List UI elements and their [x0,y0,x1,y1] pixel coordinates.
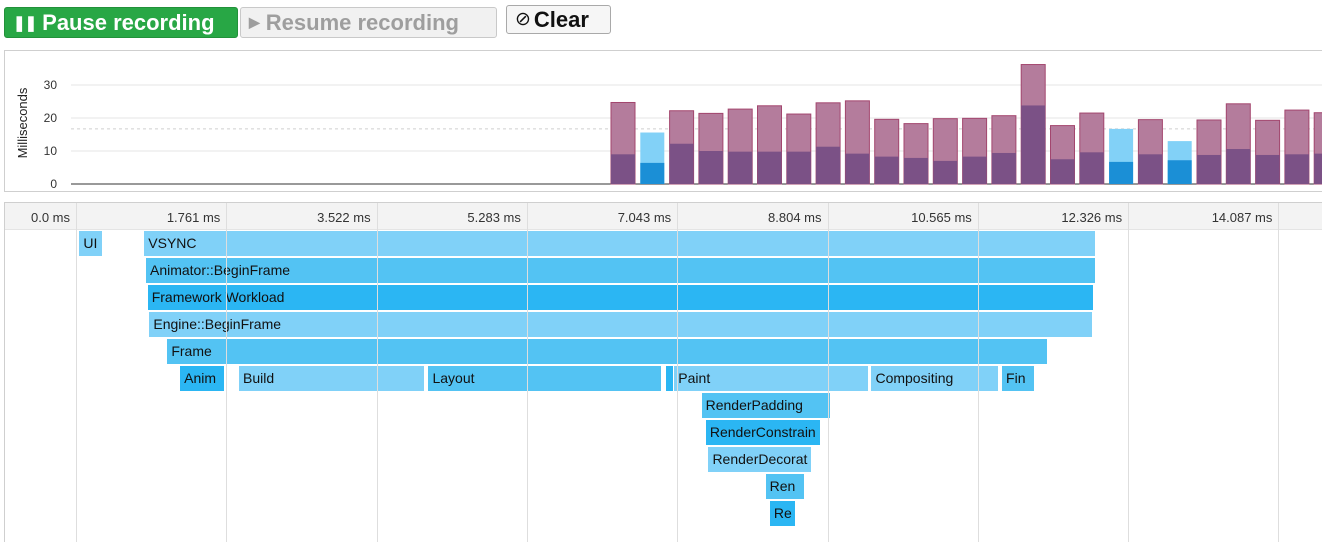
timeline-slice[interactable]: Paint [674,366,869,391]
timeline-slice[interactable]: Re [769,501,795,526]
frame-ui-bar[interactable] [1197,154,1221,184]
frame-ui-bar[interactable] [786,151,811,184]
frame-ui-bar[interactable] [1079,152,1104,184]
time-tick-label: 10.565 ms [911,210,972,225]
frame-ui-bar[interactable] [1226,149,1251,184]
frame-ui-bar[interactable] [962,156,987,184]
frame-ui-bar[interactable] [1284,154,1309,184]
timeline-slice[interactable]: Ren [765,474,805,499]
frame-ui-bar[interactable] [845,153,870,184]
timeline-slice[interactable]: RenderConstrain [705,420,821,445]
timeline-slice[interactable]: VSYNC [144,231,1096,256]
time-gridline [376,203,378,542]
frame-rendering-chart[interactable]: 0 10 20 30 Milliseconds [4,50,1322,192]
frame-ui-bar[interactable] [1021,105,1046,184]
y-tick-label: 10 [44,144,58,158]
time-tick-label: 12.326 ms [1061,210,1123,225]
time-gridline [977,203,979,542]
time-gridline [1128,203,1130,542]
time-tick-label: 1.761 ms [166,210,221,225]
clear-icon: ⊘ [515,9,531,30]
frame-ui-bar[interactable] [816,146,841,184]
time-gridline [1278,203,1280,542]
pause-icon: ❚❚ [13,14,37,32]
resume-recording-button[interactable]: ▶ Resume recording [240,7,497,38]
timeline-slice[interactable]: Engine::BeginFrame [149,312,1092,337]
timeline-slice[interactable]: Layout [428,366,662,391]
frame-chart-svg: 0 10 20 30 Milliseconds [15,64,1322,191]
play-icon: ▶ [249,14,260,30]
time-ruler: 0.0 ms 1.761 ms 3.522 ms 5.283 ms 7.043 ms 8.… [5,203,1322,230]
frame-bar[interactable] [1313,112,1322,185]
timeline-slice[interactable]: Anim [180,366,224,391]
frame-ui-bar[interactable] [874,156,899,184]
frame-ui-bar[interactable] [698,151,723,184]
pause-recording-button[interactable]: ❚❚ Pause recording [4,7,238,38]
frame-ui-bar[interactable] [933,160,958,184]
timeline-slice[interactable]: Build [239,366,425,391]
frame-ui-bar[interactable] [1314,153,1322,184]
timeline-slice[interactable]: RenderDecorat [708,447,811,472]
timeline-slice[interactable]: Framework Workload [147,285,1093,310]
frame-ui-bar[interactable] [904,157,928,184]
time-tick-label: 7.043 ms [617,210,672,225]
resume-recording-label: Resume recording [265,9,459,35]
timeline-slice[interactable]: Compositing [871,366,998,391]
frame-ui-bar[interactable] [1109,161,1134,184]
timeline-slice[interactable]: Animator::BeginFrame [145,258,1096,283]
frame-ui-bar[interactable] [757,151,782,184]
timeline-slice[interactable]: UI [79,231,102,256]
frame-ui-bar[interactable] [991,152,1016,184]
timeline-slice[interactable]: RenderPadding [701,393,830,418]
timeline-slice[interactable]: Fin [1002,366,1034,391]
time-tick-label: 3.522 ms [317,210,371,225]
frame-ui-bar[interactable] [669,143,694,184]
time-gridline [76,203,77,542]
y-axis-label: Milliseconds [15,87,30,158]
time-gridline [827,203,829,542]
time-tick-label: 5.283 ms [467,210,521,225]
y-tick-label: 0 [50,177,57,191]
clear-label: Clear [533,6,589,32]
timeline-slice[interactable]: Frame [167,339,1048,364]
pause-recording-label: Pause recording [42,9,215,35]
frame-ui-bar[interactable] [728,151,753,184]
clear-button[interactable]: ⊘ Clear [506,5,611,34]
frame-ui-bar[interactable] [1138,154,1163,184]
time-gridline [677,203,679,542]
time-gridline [526,203,528,542]
frame-ui-bar[interactable] [1255,154,1280,184]
frame-ui-bar[interactable] [611,154,635,184]
y-tick-label: 30 [44,78,58,92]
time-gridline [226,203,228,542]
time-tick-label: 0.0 ms [30,210,70,225]
time-tick-label: 14.087 ms [1211,210,1273,225]
flame-chart-timeline[interactable]: 0.0 ms 1.761 ms 3.522 ms 5.283 ms 7.043 ms 8.… [4,202,1322,542]
frame-ui-bar[interactable] [640,162,665,184]
frame-ui-bar[interactable] [1050,159,1075,184]
timeline-slice[interactable] [665,366,673,391]
y-tick-label: 20 [44,111,58,125]
time-tick-label: 8.804 ms [768,210,822,225]
frame-ui-bar[interactable] [1167,160,1192,184]
